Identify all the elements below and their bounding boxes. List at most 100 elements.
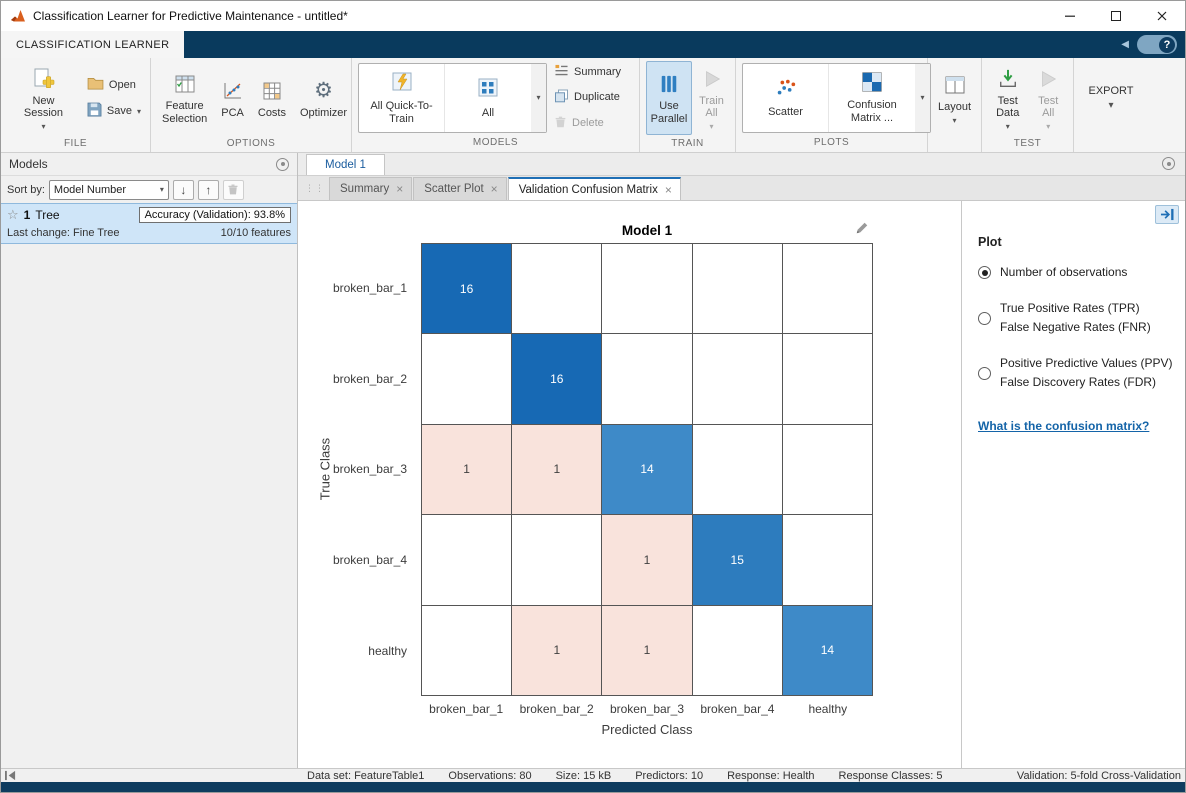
delete-model-button[interactable] (222, 179, 244, 200)
subtab-label: Validation Confusion Matrix (518, 183, 658, 196)
y-tick-label: broken_bar_2 (332, 371, 407, 386)
matrix-cell (692, 334, 782, 424)
maximize-button[interactable] (1093, 1, 1139, 31)
plots-gallery: Scatter Confusion Matrix ... ▾ (742, 62, 931, 133)
help-button[interactable]: ? (1137, 35, 1177, 54)
all-quick-to-train-button[interactable]: All Quick-To-Train (359, 63, 445, 132)
confusion-matrix-help-link[interactable]: What is the confusion matrix? (978, 419, 1150, 433)
matrix-cell (692, 244, 782, 334)
subtab-close-icon[interactable]: × (490, 182, 498, 196)
sub-tabbar: ⋮⋮ Summary × Scatter Plot × Validation Confu… (298, 176, 1185, 201)
model-last-change: Last change: Fine Tree (7, 227, 120, 239)
plot-option-label: True Positive Rates (TPR) False Negative … (1000, 301, 1151, 334)
models-panel-title: Models (9, 157, 48, 171)
confusion-matrix-button[interactable]: Confusion Matrix ... (829, 64, 915, 132)
section-label-layout (928, 138, 981, 152)
chevron-left-icon[interactable]: ◀ (1121, 39, 1129, 50)
status-item: Size: 15 kB (555, 769, 612, 782)
costs-label: Costs (257, 106, 286, 119)
close-button[interactable] (1139, 1, 1185, 31)
optimizer-label: Optimizer (300, 106, 348, 119)
matrix-cell: 14 (602, 424, 692, 515)
feature-selection-button[interactable]: Feature Selection (157, 61, 212, 135)
dropdown-arrow-icon: ▾ (536, 93, 541, 102)
ribbon-section-plots: Scatter Confusion Matrix ... ▾ PLOTS (736, 58, 931, 152)
dock-button[interactable] (1155, 205, 1179, 224)
pca-icon (222, 77, 244, 105)
export-label: EXPORT (1088, 84, 1134, 97)
new-session-icon (31, 65, 55, 93)
sort-by-dropdown[interactable]: Model Number ▾ (48, 179, 169, 200)
test-play-icon (1038, 65, 1058, 93)
model-list-item[interactable]: ☆ 1 Tree Accuracy (Validation): 93.8% La… (1, 203, 297, 244)
toolstrip-tab-band: CLASSIFICATION LEARNER ◀ ? (1, 31, 1185, 58)
matrix-cell: 1 (602, 605, 692, 695)
all-models-button[interactable]: All (445, 64, 531, 132)
plot-option[interactable]: Positive Predictive Values (PPV) False Di… (978, 354, 1173, 392)
models-gallery: All Quick-To-Train All ▾ (358, 62, 547, 133)
export-button[interactable]: EXPORT ▾ (1083, 61, 1138, 135)
plot-options-panel: Plot Number of observations True Positive… (961, 201, 1185, 768)
open-button[interactable]: Open (84, 75, 144, 94)
plot-option[interactable]: True Positive Rates (TPR) False Negative … (978, 299, 1173, 337)
document-subtab[interactable]: Summary × (329, 177, 413, 200)
matrix-cell: 16 (422, 244, 512, 334)
layout-button[interactable]: Layout ▾ (933, 61, 976, 135)
ribbon-section-layout: Layout ▾ (928, 58, 982, 152)
section-label-file: FILE (63, 138, 88, 149)
dock-arrow-icon (1160, 208, 1174, 221)
plot-option[interactable]: Number of observations (978, 263, 1173, 282)
minimize-button[interactable] (1047, 1, 1093, 31)
duplicate-button[interactable]: Duplicate (551, 88, 624, 107)
summary-button[interactable]: Summary (551, 63, 624, 81)
subtab-close-icon[interactable]: × (664, 182, 672, 197)
delete-button[interactable]: Delete (551, 114, 624, 133)
dropdown-arrow-icon: ▾ (159, 185, 164, 194)
scatter-plot-button[interactable]: Scatter (743, 63, 829, 132)
confusion-matrix-icon (861, 71, 883, 96)
document-subtab[interactable]: Scatter Plot × (413, 177, 507, 200)
matrix-cell (422, 605, 512, 695)
duplicate-label: Duplicate (574, 91, 620, 103)
document-subtab[interactable]: Validation Confusion Matrix × (507, 177, 681, 200)
plot-option-label: Positive Predictive Values (PPV) False Di… (1000, 356, 1173, 389)
costs-button[interactable]: Costs (253, 61, 291, 135)
tabbar-options-icon[interactable] (1162, 157, 1175, 170)
new-session-button[interactable]: New Session ▾ (7, 61, 80, 135)
pca-button[interactable]: PCA (216, 61, 249, 135)
matrix-cell (422, 515, 512, 605)
use-parallel-button[interactable]: Use Parallel (646, 61, 692, 135)
save-button[interactable]: Save ▾ (84, 101, 144, 121)
sort-ascending-button[interactable]: ↑ (197, 179, 219, 200)
favorite-star-icon[interactable]: ☆ (7, 207, 19, 222)
edit-pencil-icon[interactable] (855, 221, 869, 240)
gallery-expand-button[interactable]: ▾ (531, 63, 546, 132)
figure-title: Model 1 (621, 223, 673, 238)
subtab-close-icon[interactable]: × (396, 182, 404, 196)
document-tabbar: Model 1 (298, 153, 1185, 176)
matrix-cell (782, 515, 872, 605)
window-title: Classification Learner for Predictive Ma… (33, 9, 348, 23)
test-data-button[interactable]: Test Data ▾ (988, 61, 1027, 135)
sort-descending-button[interactable]: ↓ (172, 179, 194, 200)
all-quick-label: All Quick-To-Train (370, 100, 433, 125)
open-folder-icon (87, 76, 104, 93)
matrix-cell: 1 (512, 424, 602, 515)
panel-options-icon[interactable] (276, 157, 289, 171)
taskbar-strip (1, 782, 1185, 792)
plot-option-label: Number of observations (1000, 265, 1128, 279)
document-tab-model1[interactable]: Model 1 (306, 154, 385, 175)
subtab-label: Summary (340, 183, 390, 195)
models-panel: Models Sort by: Model Number ▾ ↓ ↑ ☆ 1 (1, 153, 298, 768)
model-accuracy-badge: Accuracy (Validation): 93.8% (138, 207, 291, 223)
collapse-panel-icon[interactable] (4, 770, 17, 784)
optimizer-button[interactable]: ⚙ Optimizer (295, 61, 352, 135)
tab-classification-learner[interactable]: CLASSIFICATION LEARNER (1, 31, 185, 58)
x-tick-label: healthy (808, 702, 848, 716)
ribbon-section-file: New Session ▾ Open Save ▾ FILE (1, 58, 151, 152)
train-all-button[interactable]: Train All ▾ (694, 61, 729, 135)
test-all-button[interactable]: Test All ▾ (1029, 61, 1067, 135)
gallery-expand-button[interactable]: ▾ (915, 63, 930, 132)
section-label-test: TEST (1013, 138, 1042, 149)
train-play-icon (702, 65, 722, 93)
